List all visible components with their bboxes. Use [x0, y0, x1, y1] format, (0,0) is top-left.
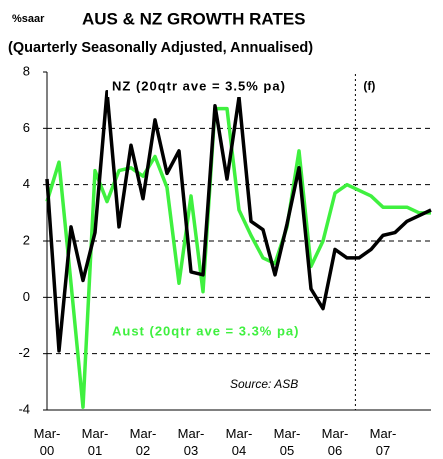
series-line: [45, 106, 431, 409]
series-line: [45, 89, 432, 353]
source-note: Source: ASB: [230, 377, 298, 391]
y-tick-label: 6: [23, 120, 30, 135]
series-label: NZ (20qtr ave = 3.5% pa): [112, 78, 286, 93]
series-label: Aust (20qtr ave = 3.3% pa): [112, 323, 299, 338]
x-tick-label: Mar-01: [82, 426, 109, 458]
y-tick-label: 0: [23, 289, 30, 304]
x-tick-label: Mar-04: [226, 426, 253, 458]
label-bg: [108, 320, 340, 342]
y-tick-label: 8: [23, 63, 30, 78]
x-tick-label: Mar-06: [322, 426, 349, 458]
x-tick-label: Mar-02: [130, 426, 157, 458]
y-tick-label: -4: [18, 401, 30, 416]
chart-title: AUS & NZ GROWTH RATES: [82, 9, 306, 28]
y-tick-label: 4: [23, 176, 30, 191]
label-bg: [108, 77, 348, 97]
chart-subtitle: (Quarterly Seasonally Adjusted, Annualis…: [8, 40, 313, 56]
x-tick-label: Mar-03: [178, 426, 205, 458]
x-tick-label: Mar-05: [274, 426, 301, 458]
x-tick-label: Mar-00: [34, 426, 61, 458]
x-tick-label: Mar-07: [370, 426, 397, 458]
unit-label: %saar: [12, 13, 45, 25]
y-tick-label: -2: [18, 345, 30, 360]
forecast-label: (f): [363, 79, 375, 93]
y-tick-label: 2: [23, 232, 30, 247]
